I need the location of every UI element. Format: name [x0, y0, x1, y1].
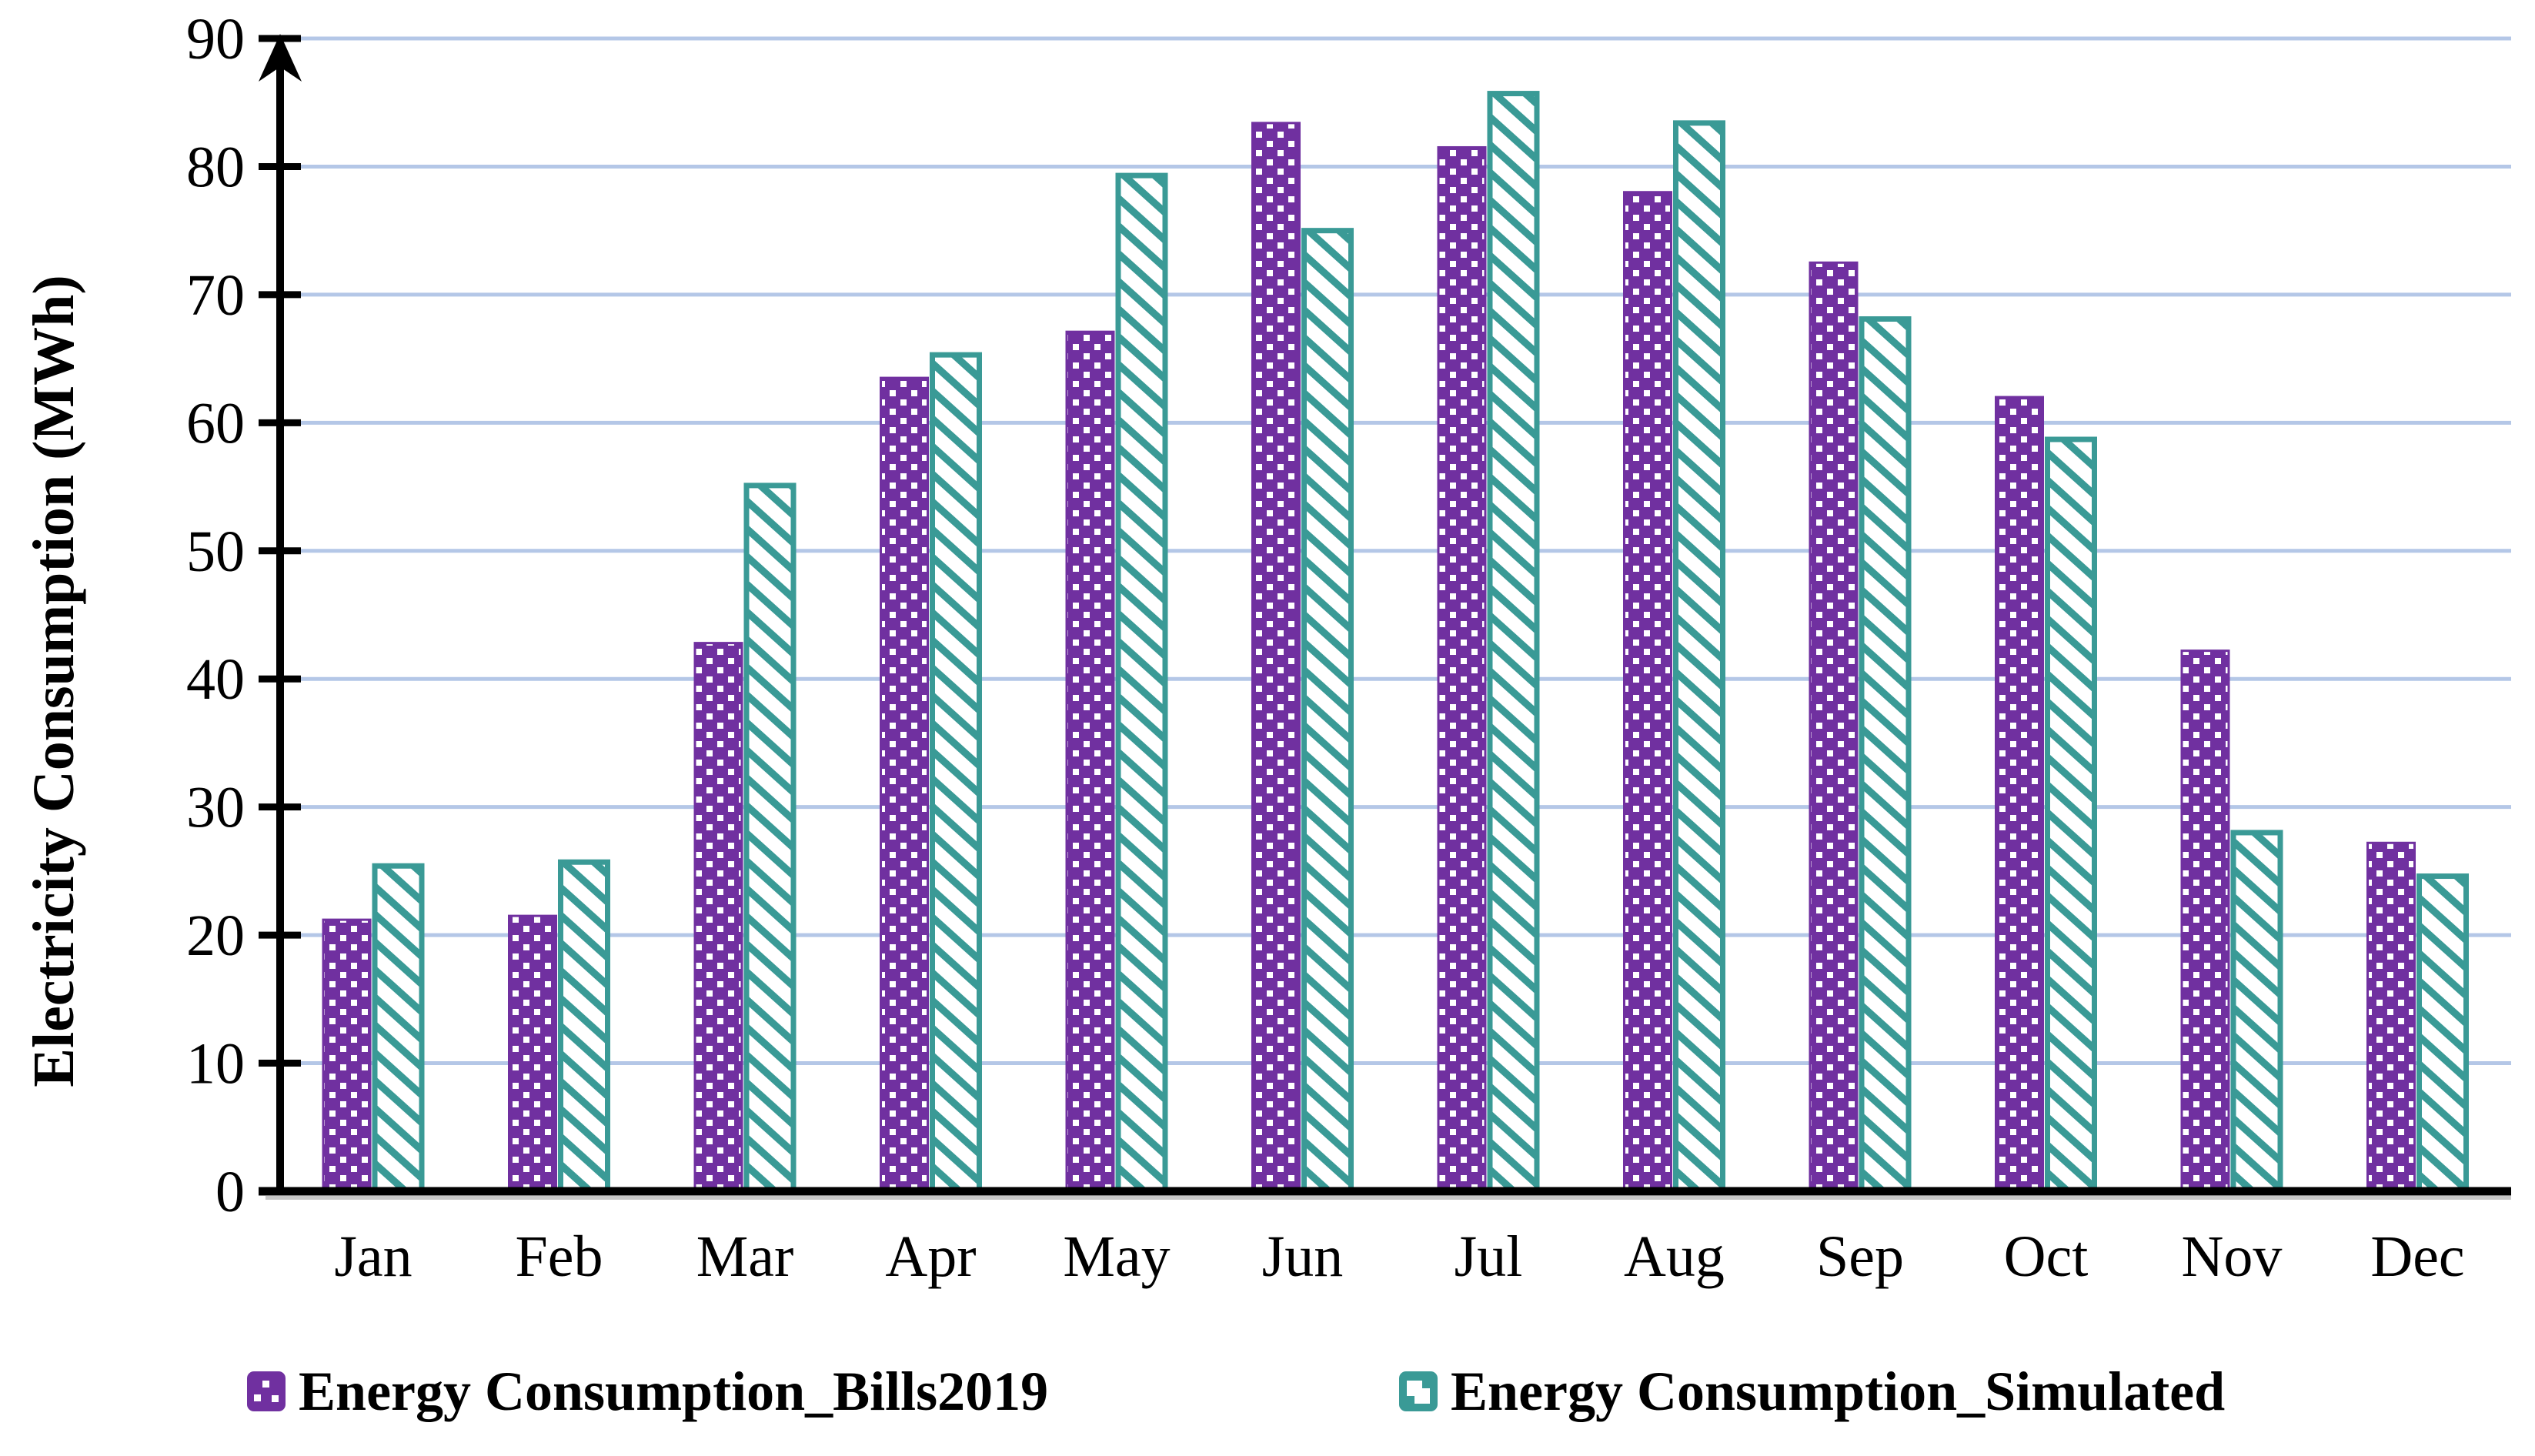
bar-apr-bills2019 [880, 376, 929, 1193]
bar-sep-bills2019 [1809, 261, 1859, 1193]
x-tick-label-mar: Mar [696, 1224, 794, 1289]
bar-feb-bills2019 [508, 914, 557, 1193]
y-tick-label-30: 30 [186, 776, 245, 840]
bar-nov-bills2019 [2180, 650, 2230, 1193]
legend-label-bills2019: Energy Consumption_Bills2019 [299, 1361, 1049, 1422]
y-tick-label-10: 10 [186, 1032, 245, 1097]
x-tick-label-dec: Dec [2370, 1224, 2464, 1289]
bar-aug-bills2019 [1623, 191, 1672, 1193]
y-axis-title: Electricity Consumption (MWh) [22, 275, 86, 1087]
bar-dec-bills2019 [2366, 841, 2416, 1193]
y-tick-labels: 0 10 20 30 40 50 60 70 80 90 [186, 7, 245, 1224]
bar-mar-simulated [743, 483, 797, 1194]
bar-jan-bills2019 [322, 918, 372, 1193]
y-tick-label-60: 60 [186, 391, 245, 456]
bar-jul-simulated [1487, 91, 1540, 1194]
y-axis-arrow-icon [259, 34, 302, 82]
bar-nov-simulated [2230, 830, 2283, 1194]
bar-jul-bills2019 [1437, 145, 1487, 1193]
bar-aug-simulated [1673, 120, 1725, 1194]
bar-oct-bills2019 [1995, 396, 2044, 1193]
bar-jan-simulated [372, 863, 425, 1194]
y-tick-label-50: 50 [186, 519, 245, 584]
bar-dec-simulated [2416, 873, 2469, 1194]
x-tick-label-nov: Nov [2182, 1224, 2283, 1289]
bar-jun-bills2019 [1251, 122, 1301, 1193]
bar-jun-simulated [1301, 228, 1354, 1194]
legend-swatch-dots-icon [247, 1371, 286, 1411]
legend-swatch-stripe-icon [1399, 1371, 1438, 1411]
gridlines [281, 36, 2511, 1066]
y-tick-label-70: 70 [186, 263, 245, 328]
bar-mar-bills2019 [693, 642, 743, 1193]
y-tick-label-80: 80 [186, 135, 245, 199]
x-tick-label-may: May [1063, 1224, 1170, 1289]
x-tick-label-apr: Apr [885, 1224, 976, 1289]
x-tick-label-oct: Oct [2004, 1224, 2089, 1289]
x-tick-label-jan: Jan [334, 1224, 412, 1289]
bar-oct-simulated [2045, 436, 2097, 1194]
bar-feb-simulated [558, 859, 610, 1194]
axes [259, 34, 2511, 1200]
bar-may-simulated [1115, 172, 1168, 1194]
legend-item-bills2019: Energy Consumption_Bills2019 [247, 1364, 1048, 1419]
y-tick-label-20: 20 [186, 903, 245, 968]
bar-sep-simulated [1859, 316, 1912, 1194]
bars [322, 91, 2469, 1194]
bar-apr-simulated [930, 352, 982, 1194]
y-tick-label-0: 0 [215, 1160, 245, 1224]
x-tick-label-jul: Jul [1455, 1224, 1523, 1289]
bar-may-bills2019 [1065, 330, 1115, 1193]
x-tick-label-aug: Aug [1624, 1224, 1725, 1289]
x-tick-label-sep: Sep [1816, 1224, 1904, 1289]
x-tick-labels: Jan Feb Mar Apr May Jun Jul Aug Sep Oct Nov Dec [334, 1224, 2464, 1289]
y-tick-label-90: 90 [186, 7, 245, 72]
x-tick-label-feb: Feb [516, 1224, 603, 1289]
y-tick-label-40: 40 [186, 647, 245, 712]
legend-label-simulated: Energy Consumption_Simulated [1451, 1361, 2226, 1422]
legend-item-simulated: Energy Consumption_Simulated [1399, 1364, 2225, 1419]
x-tick-label-jun: Jun [1262, 1224, 1344, 1289]
